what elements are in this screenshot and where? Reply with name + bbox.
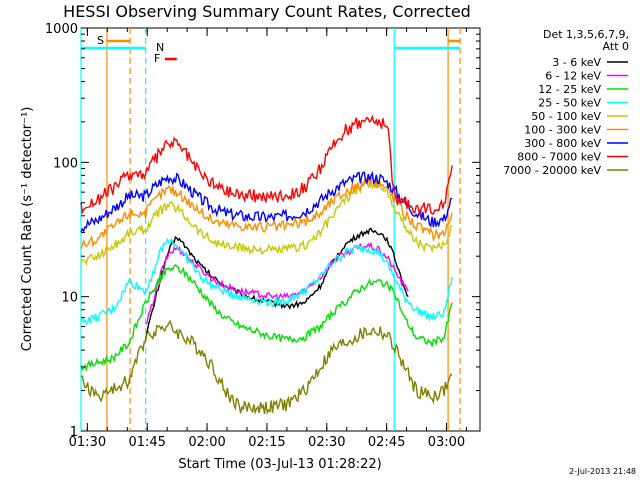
x-tick-label-0: 01:30 (69, 435, 106, 450)
x-axis-label: Start Time (03-Jul-13 01:28:22) (178, 457, 381, 472)
timestamp: 2-Jul-2013 21:48 (569, 467, 636, 476)
y-tick-label-2: 100 (53, 156, 78, 171)
legend-label-2: 12 - 25 keV (538, 83, 601, 96)
x-tick-label-4: 02:30 (308, 435, 345, 450)
legend-label-6: 300 - 800 keV (524, 137, 601, 150)
y-tick-label-3: 1000 (45, 22, 78, 37)
instrument-state-lines (80, 28, 461, 431)
x-tick-label-3: 02:15 (248, 435, 285, 450)
y-tick-label-1: 10 (61, 291, 78, 306)
annotation-s: S (97, 34, 104, 47)
x-tick-label-2: 02:00 (188, 435, 225, 450)
legend-header-detectors: Det 1,3,5,6,7,9, (543, 28, 629, 41)
x-tick-label-5: 02:45 (368, 435, 405, 450)
legend-label-8: 7000 - 20000 keV (503, 164, 601, 177)
series-line-2 (80, 263, 453, 372)
series-line-1 (145, 241, 409, 325)
annotation-n: N (156, 41, 164, 54)
series-line-4 (80, 178, 453, 266)
series-lines (80, 114, 453, 416)
legend-label-5: 100 - 300 keV (524, 124, 601, 137)
series-line-8 (80, 319, 453, 416)
series-line-3 (80, 237, 453, 326)
chart-title: HESSI Observing Summary Count Rates, Cor… (63, 2, 471, 21)
annotation-f: F (154, 52, 160, 65)
legend-label-1: 6 - 12 keV (545, 70, 601, 83)
series-line-7 (80, 114, 453, 218)
legend-label-0: 3 - 6 keV (552, 56, 601, 69)
series-line-5 (80, 175, 453, 249)
legend-header-attenuator: Att 0 (603, 40, 629, 53)
instrument-state-bars (81, 39, 461, 61)
y-tick-label-0: 1 (70, 425, 78, 440)
y-axis-label: Corrected Count Rate (s⁻¹ detector⁻¹) (20, 107, 35, 352)
legend-label-4: 50 - 100 keV (531, 110, 601, 123)
y-axis: 1 10 100 1000 (45, 22, 480, 440)
legend-label-7: 800 - 7000 keV (517, 151, 601, 164)
x-tick-label-6: 03:00 (428, 435, 465, 450)
series-line-6 (80, 170, 453, 233)
x-tick-label-1: 01:45 (128, 435, 165, 450)
legend-label-3: 25 - 50 keV (538, 97, 601, 110)
x-axis: 01:30 01:45 02:00 02:15 02:30 02:45 03:00 (69, 28, 467, 450)
